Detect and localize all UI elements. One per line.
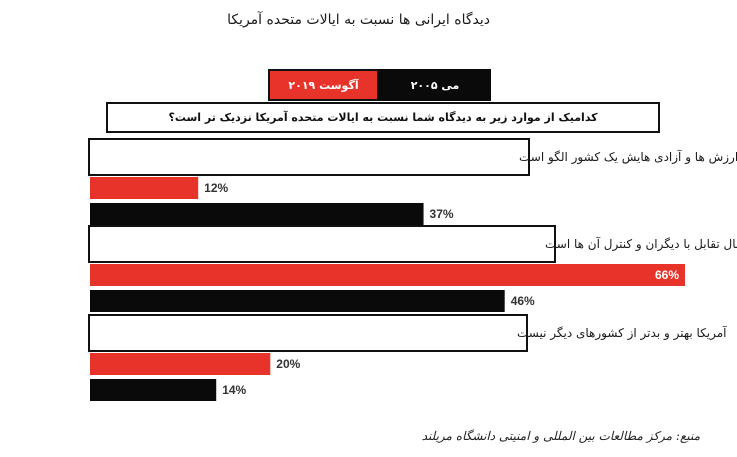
legend-item-august-2019: آگوست ۲۰۱۹ (268, 69, 379, 101)
bar-may-2005 (90, 379, 217, 401)
value-label: 12% (204, 181, 228, 195)
category-label-box (88, 138, 530, 176)
value-label: 20% (276, 357, 300, 371)
category-label: آمریکا بواسطه ارزش ها و آزادی هایش یک کش… (519, 149, 737, 165)
bar-august-2019 (90, 264, 685, 286)
value-label: 46% (511, 294, 535, 308)
value-label: 14% (222, 383, 246, 397)
value-label: 37% (430, 207, 454, 221)
bar-may-2005 (90, 203, 424, 225)
legend: آگوست ۲۰۱۹ می ۲۰۰۵ (268, 69, 491, 101)
category-label-box (88, 314, 528, 352)
bar-august-2019 (90, 177, 199, 199)
chart-title: دیدگاه ایرانی ها نسبت به ایالات متحده آم… (227, 12, 490, 28)
value-label: 66% (655, 268, 679, 282)
source-note: منبع: مرکز مطالعات بین المللی و امنیتی د… (421, 429, 700, 443)
category-label: آمریکا بهتر و بدتر از کشورهای دیگر نیست (517, 325, 727, 341)
legend-item-may-2005: می ۲۰۰۵ (379, 69, 491, 101)
bar-may-2005 (90, 290, 505, 312)
category-label-box (88, 225, 556, 263)
category-label: آمریکا کشوری خطرناک است که به دنبال تقاب… (545, 236, 737, 252)
bar-august-2019 (90, 353, 271, 375)
survey-question: کدامیک از موارد زیر به دیدگاه شما نسبت ب… (106, 102, 660, 133)
